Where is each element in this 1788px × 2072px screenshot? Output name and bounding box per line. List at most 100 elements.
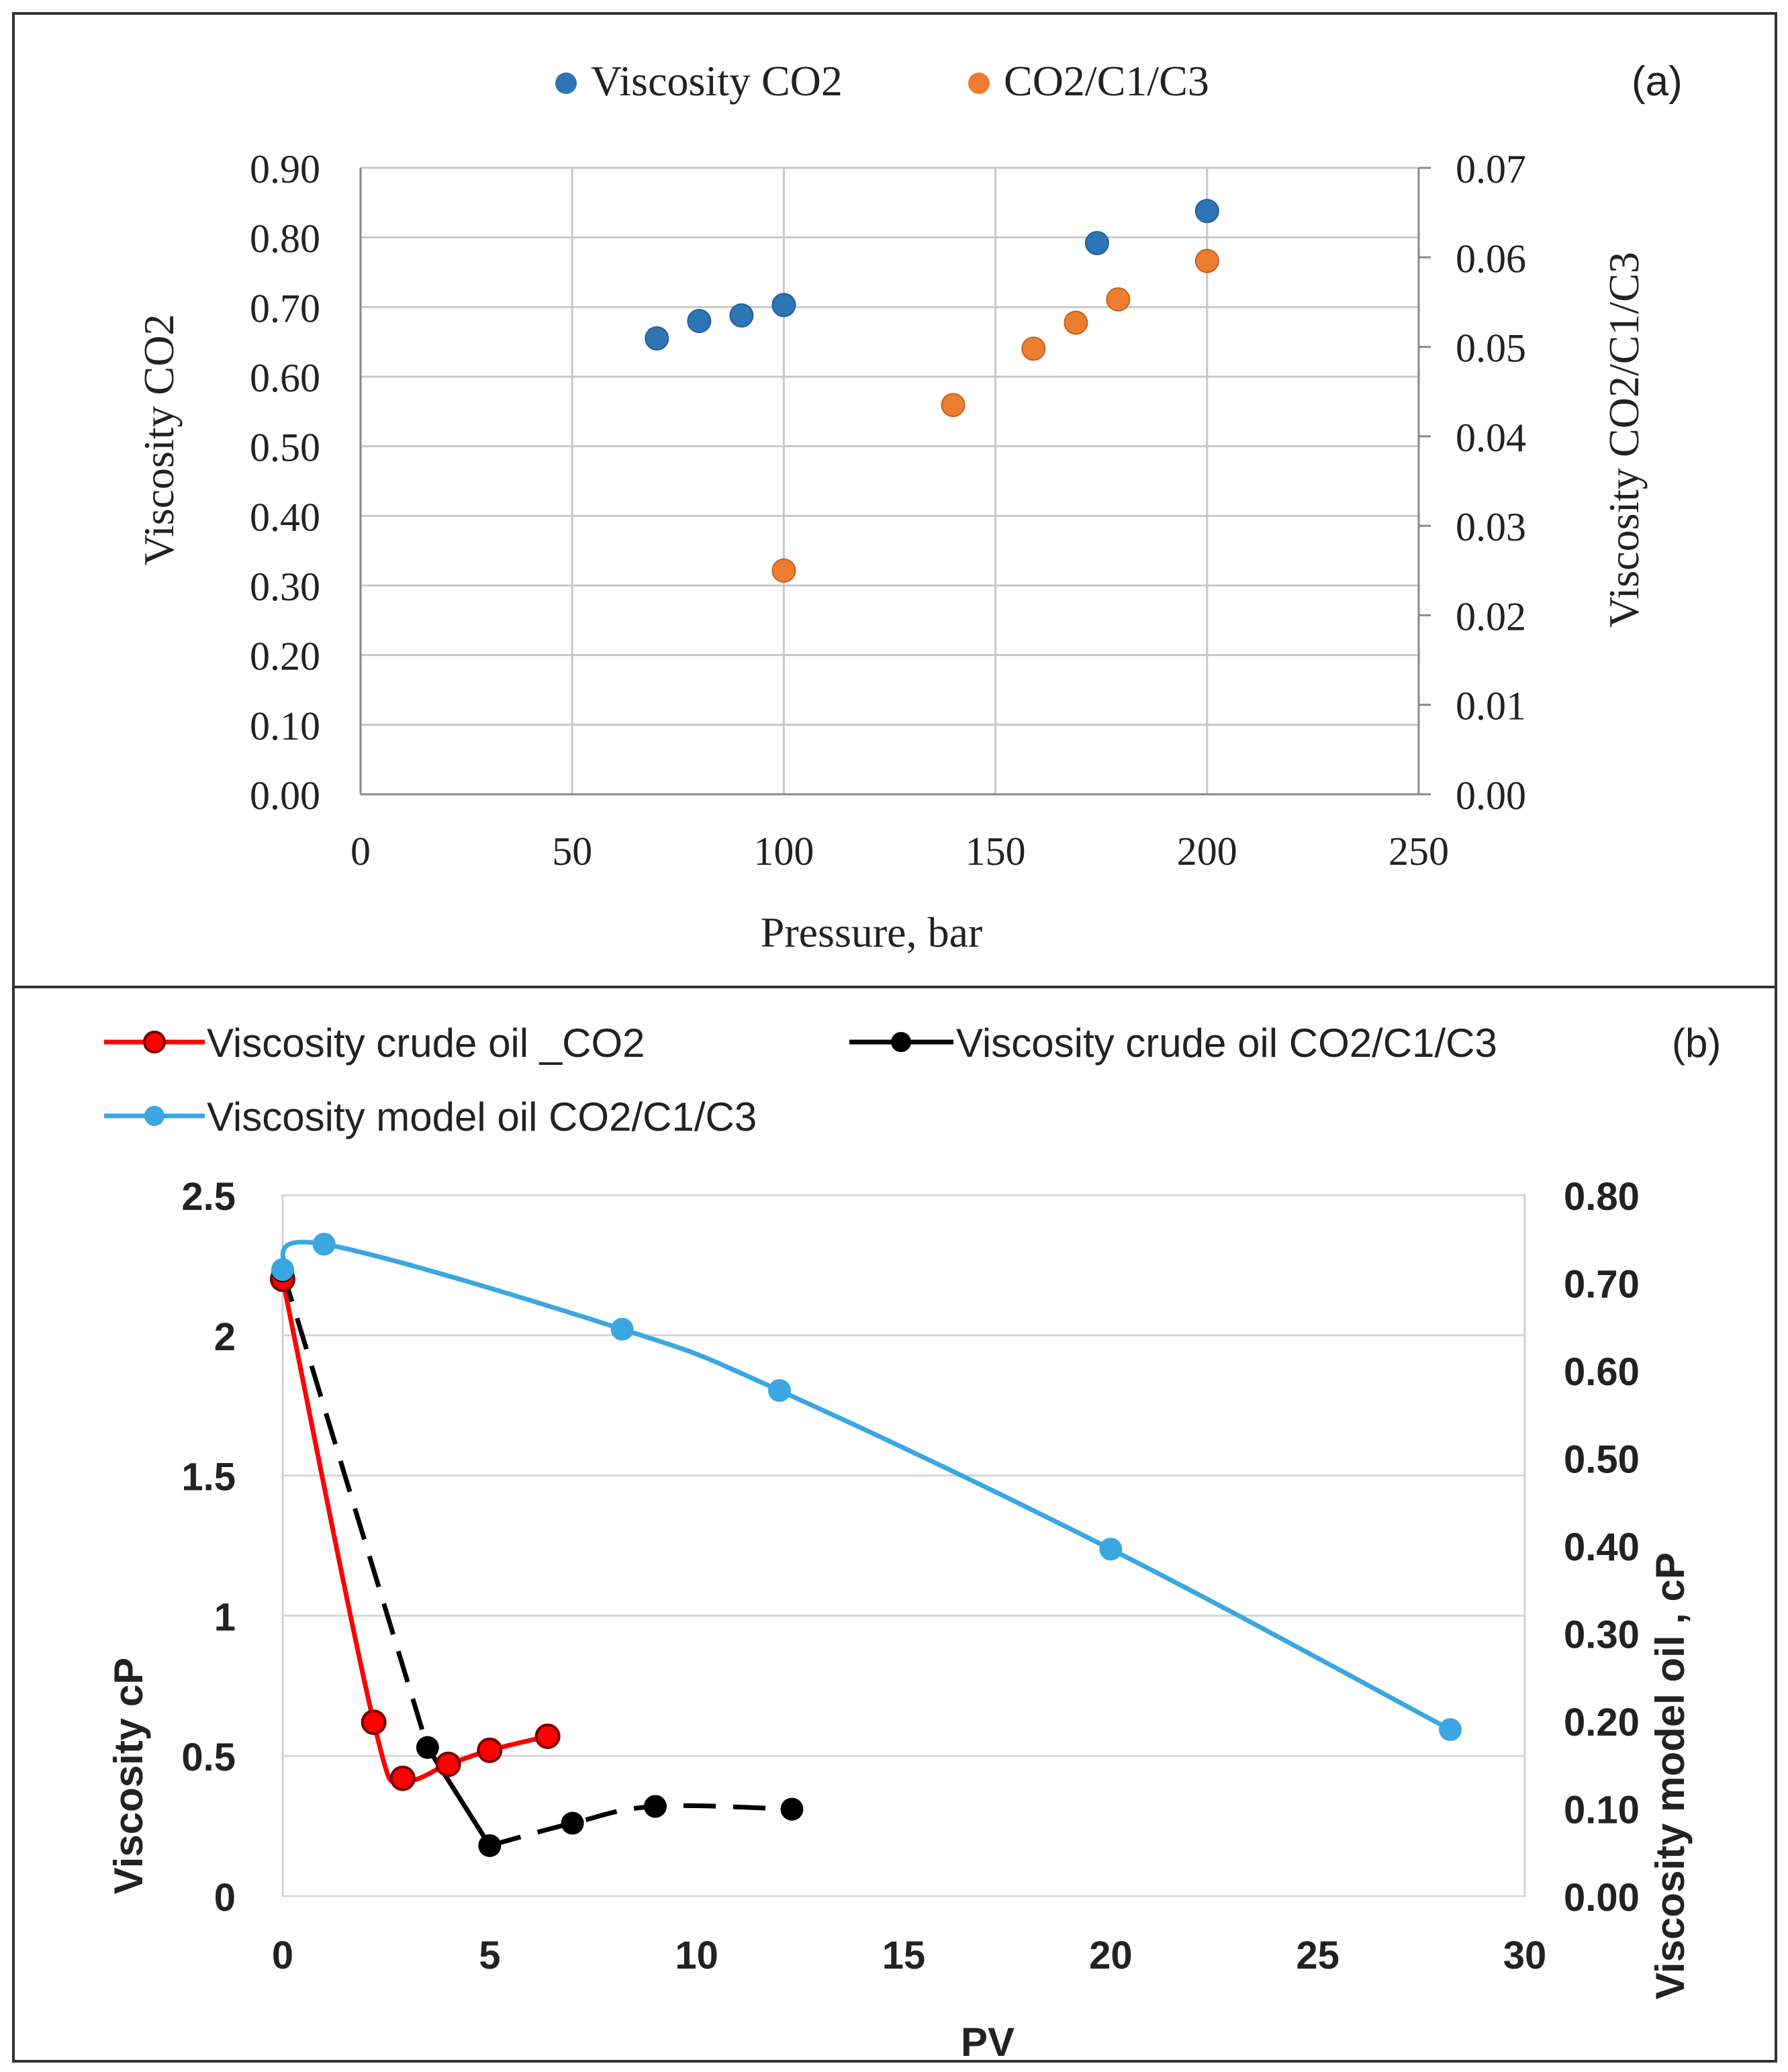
y-tick-label-b: 0 [214,1876,236,1920]
y-tick-label-a: 0.90 [250,147,320,191]
point-viscosity-co2 [645,326,669,350]
point-crude-mix [561,1811,584,1835]
point-crude-mix [478,1834,502,1857]
legend-a: Viscosity CO2 CO2/C1/C3 [555,57,1209,105]
panel-label-b: (b) [1672,1021,1721,1066]
series-points-b [270,1233,1462,1857]
y2-tick-label-a: 0.05 [1456,326,1526,371]
point-crude-co2 [389,1765,416,1791]
y2-axis-title-a: Viscosity CO2/C1/C3 [1600,252,1648,628]
x-tick-label-a: 150 [966,829,1026,874]
y2-tick-label-a: 0.07 [1456,147,1526,191]
x-tick-label-b: 25 [1296,1934,1339,1977]
y2-tick-label-b: 0.80 [1564,1175,1640,1219]
y-tick-label-b: 1.5 [181,1456,236,1499]
line-crude-mix-seg1 [280,1270,430,1748]
x-axis-title-b: PV [961,2020,1015,2065]
panel-a-border [12,12,1777,987]
chart-panel-b: 0 0.5 1 1.5 2 2.5 0 5 10 15 20 25 30 0.00 0.10 0.20 0.30… [0,987,1788,2072]
y-axis-title-b: Viscosity cP [106,1658,151,1894]
legend-marker-crude-mix [891,1032,911,1052]
y-tick-label-b: 1 [214,1595,236,1639]
y2-tick-label-b: 0.30 [1564,1613,1640,1657]
point-co2-c1-c3 [941,393,966,418]
scatter-chart-a: 0.00 0.10 0.20 0.30 0.40 0.50 0.60 0.70 0.80 0.90… [12,12,1777,987]
chart-panel-a: 0.00 0.10 0.20 0.30 0.40 0.50 0.60 0.70 0.80 0.90… [0,0,1788,987]
line-crude-mix-seg3 [489,1803,792,1848]
legend-marker-crude-co2 [143,1031,166,1053]
legend-label-co2-c1-c3: CO2/C1/C3 [1004,57,1209,105]
point-viscosity-co2 [687,309,712,334]
point-model-mix [1439,1718,1462,1742]
y-tick-label-a: 0.30 [250,565,320,609]
y2-tick-label-b: 0.40 [1564,1525,1640,1569]
tick-labels-a: 0.00 0.10 0.20 0.30 0.40 0.50 0.60 0.70 0.80 0.90… [250,147,1526,874]
y2-tick-label-b: 0.20 [1564,1701,1640,1744]
y2-tick-label-a: 0.03 [1456,505,1526,549]
point-crude-mix [644,1795,667,1818]
legend-marker-co2-c1-c3 [968,73,990,94]
legend-label-model-mix: Viscosity model oil CO2/C1/C3 [207,1094,757,1139]
x-tick-label-a: 100 [753,829,814,874]
point-co2-c1-c3 [1106,287,1131,312]
y-axis-title-a: Viscosity CO2 [135,314,183,566]
y-tick-label-a: 0.80 [250,217,320,261]
legend-label-crude-mix: Viscosity crude oil CO2/C1/C3 [956,1021,1497,1066]
y2-tick-label-a: 0.06 [1456,236,1526,281]
y-tick-label-a: 0.60 [250,356,320,400]
y2-tick-label-a: 0.04 [1456,416,1526,460]
legend-b: Viscosity crude oil _CO2 Viscosity crude… [104,1021,1497,1139]
y-tick-label-b: 2 [214,1315,236,1359]
point-co2-c1-c3 [1194,248,1219,273]
panel-label-a: (a) [1632,58,1683,105]
point-crude-mix [780,1797,804,1821]
point-co2-c1-c3 [1021,336,1046,361]
y-tick-label-a: 0.40 [250,495,320,539]
y-tick-label-a: 0.00 [250,773,320,818]
point-viscosity-co2 [1194,199,1219,224]
point-crude-co2 [435,1751,461,1777]
point-model-mix [768,1379,791,1403]
x-tick-label-a: 0 [350,829,371,874]
legend-label-crude-co2: Viscosity crude oil _CO2 [207,1021,645,1066]
y-tick-label-a: 0.10 [250,704,320,748]
x-tick-label-a: 50 [552,829,592,874]
y2-tick-label-a: 0.00 [1456,773,1526,818]
point-crude-mix [416,1736,439,1759]
x-tick-label-a: 200 [1177,829,1237,874]
y2-tick-label-a: 0.01 [1456,684,1526,728]
y-tick-label-a: 0.20 [250,634,320,679]
x-axis-title-a: Pressure, bar [761,908,983,956]
y2-tick-label-b: 0.00 [1564,1876,1640,1920]
point-model-mix [312,1233,336,1256]
panel-b-border [12,987,1777,2063]
x-tick-label-a: 250 [1389,829,1449,874]
line-model-mix [280,1239,1452,1732]
y-tick-label-a: 0.50 [250,426,320,470]
points-a [645,199,1219,583]
x-tick-label-b: 15 [882,1934,926,1977]
y-tick-label-b: 0.5 [181,1736,236,1779]
point-model-mix [271,1258,294,1281]
grid-a [359,167,1420,796]
tick-labels-b: 0 0.5 1 1.5 2 2.5 0 5 10 15 20 25 30 0.00 0.10 0.20 0.30… [181,1175,1640,1977]
y2-axis-title-b: Viscosity model oil , cP [1648,1552,1693,1999]
y2-tick-label-b: 0.60 [1564,1350,1640,1394]
point-crude-co2 [534,1723,561,1749]
x-tick-label-b: 5 [479,1934,500,1977]
point-viscosity-co2 [729,303,754,328]
y2-tick-label-b: 0.50 [1564,1438,1640,1482]
point-model-mix [1099,1538,1123,1561]
x-tick-label-b: 10 [675,1934,718,1977]
point-viscosity-co2 [771,293,796,318]
point-crude-co2 [477,1737,503,1763]
y2-tick-label-b: 0.70 [1564,1263,1640,1307]
y-tick-label-b: 2.5 [181,1175,236,1219]
grid-b [281,1194,1526,1897]
point-model-mix [610,1317,634,1341]
legend-label-viscosity-co2: Viscosity CO2 [591,57,843,105]
x-tick-label-b: 20 [1089,1934,1133,1977]
axes-a [359,167,1431,796]
y2-tick-label-a: 0.02 [1456,594,1526,639]
legend-marker-viscosity-co2 [555,73,577,94]
